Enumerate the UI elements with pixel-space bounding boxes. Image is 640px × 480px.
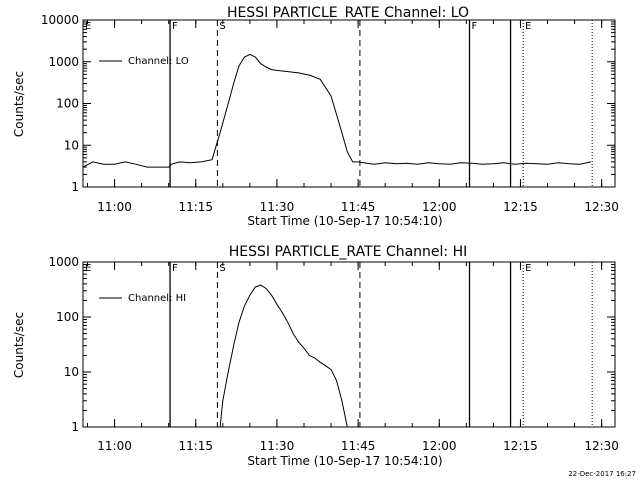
panel-lo-xtick-label: 11:00 [97, 200, 132, 214]
timestamp: 22-Dec-2017 16:27 [568, 470, 636, 478]
panel-hi-title: HESSI PARTICLE_RATE Channel: HI [229, 244, 467, 260]
panel-lo-legend: Channel: LO [99, 56, 189, 67]
panel-lo-flag-label: F [472, 21, 478, 32]
panel-lo-xtick-label: 12:30 [584, 200, 619, 214]
panel-hi-xtick-label: 11:00 [97, 439, 132, 453]
panel-lo-flag-label: E [525, 21, 531, 32]
panel-lo-ytick-label: 10 [64, 138, 79, 152]
panel-hi-legend-label: Channel: HI [128, 293, 186, 304]
panel-lo-xtick-label: 11:45 [341, 200, 376, 214]
panel-hi-ylabel: Counts/sec [12, 312, 26, 378]
panel-lo-title: HESSI PARTICLE_RATE Channel: LO [227, 5, 469, 21]
panel-lo-ticks: 1 10 100 1000 10000 11:00 11:15 11:30 11:45 12:00… [41, 13, 619, 214]
panel-lo-ytick-label: 1 [71, 180, 79, 194]
panel-hi-xtick-label: 12:15 [503, 439, 538, 453]
panel-hi-ytick-label: 1000 [48, 255, 79, 269]
panel-lo-ytick-label: 1000 [48, 55, 79, 69]
panel-lo-xtick-label: 12:00 [422, 200, 457, 214]
panel-lo-ylabel: Counts/sec [12, 71, 26, 137]
panel-hi-flag-label: E [525, 263, 531, 274]
panel-lo-flag-label: F [172, 21, 178, 32]
panel-lo: HESSI PARTICLE_RATE Channel: LO Counts/s… [12, 5, 619, 228]
panel-hi-xtick-label: 11:45 [341, 439, 376, 453]
panel-lo-xtick-label: 12:15 [503, 200, 538, 214]
panel-hi-ytick-label: 100 [56, 310, 79, 324]
panel-hi: HESSI PARTICLE_RATE Channel: HI Counts/s… [12, 244, 619, 468]
panel-lo-ytick-label: 100 [56, 97, 79, 111]
panel-hi-ytick-label: 1 [71, 420, 79, 434]
panel-hi-ticks: 1 10 100 1000 11:00 11:15 11:30 11:45 12:00 12:15… [48, 255, 618, 453]
panel-hi-frame [82, 261, 616, 428]
panel-hi-xtick-label: 12:30 [584, 439, 619, 453]
panel-hi-xtick-label: 11:30 [260, 439, 295, 453]
panel-hi-legend: Channel: HI [99, 293, 186, 304]
panel-lo-xtick-label: 11:15 [178, 200, 213, 214]
panel-lo-flag-label: E [85, 21, 91, 32]
panel-hi-flag-label: S [219, 263, 225, 274]
panel-hi-series-line [219, 284, 348, 428]
panel-lo-legend-label: Channel: LO [128, 56, 189, 67]
panel-lo-flag-label: S [219, 21, 225, 32]
panel-lo-xtick-label: 11:30 [260, 200, 295, 214]
panel-hi-xtick-label: 11:15 [178, 439, 213, 453]
panel-lo-xlabel: Start Time (10-Sep-17 10:54:10) [247, 214, 442, 228]
panel-lo-series-line [82, 53, 591, 168]
panel-hi-xtick-label: 12:00 [422, 439, 457, 453]
panel-hi-flag-label: F [172, 263, 178, 274]
panel-hi-ytick-label: 10 [64, 365, 79, 379]
panel-lo-ytick-label: 10000 [41, 13, 79, 27]
panel-hi-xlabel: Start Time (10-Sep-17 10:54:10) [247, 454, 442, 468]
panel-hi-flag-label: E [85, 263, 91, 274]
